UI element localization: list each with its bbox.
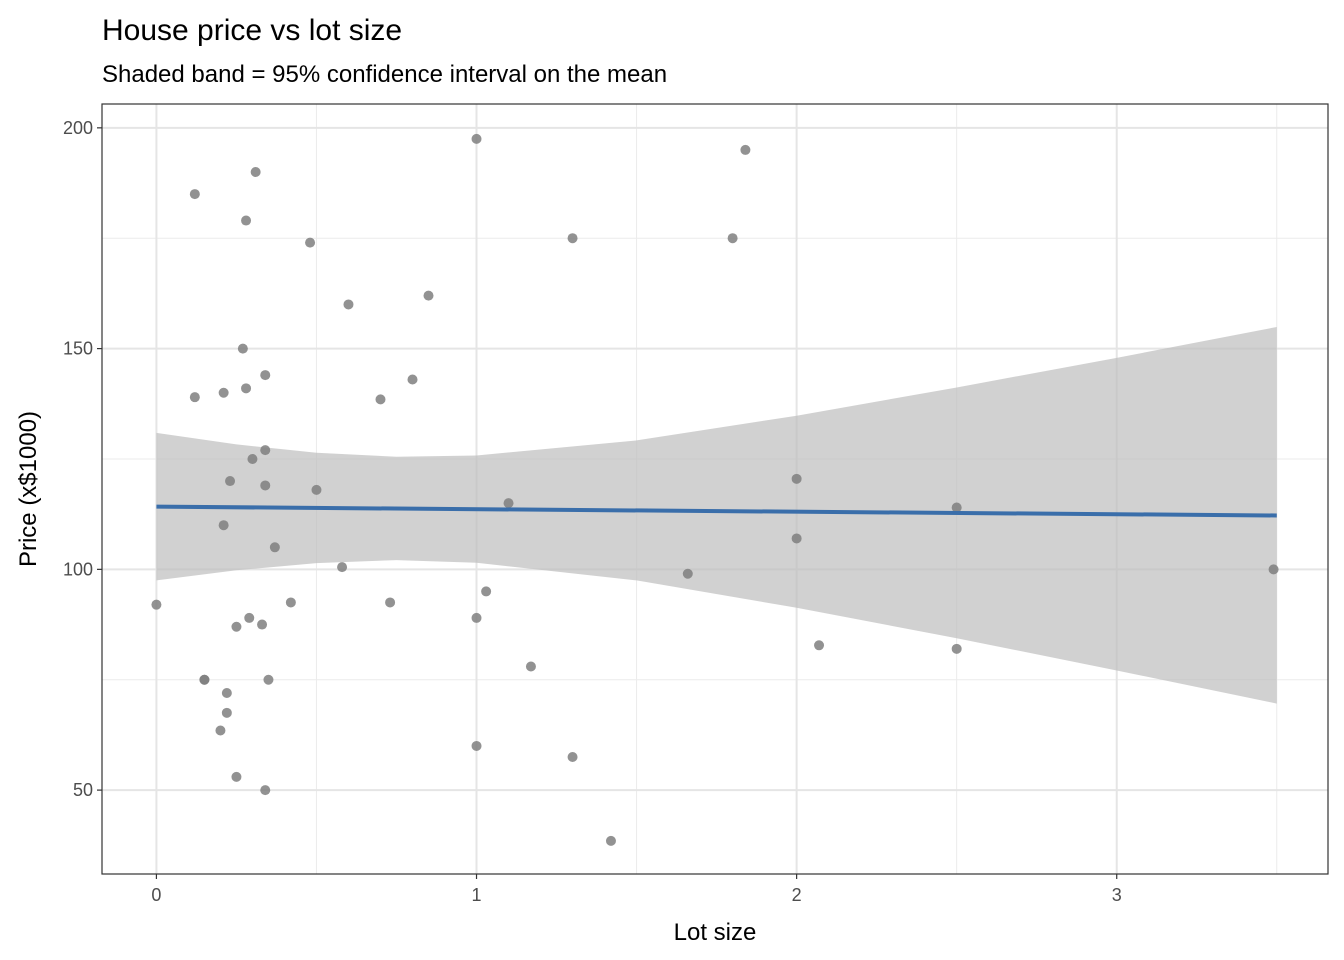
data-point	[260, 785, 271, 796]
data-point	[189, 189, 200, 200]
data-point	[727, 233, 738, 244]
data-point	[260, 445, 271, 456]
data-point	[791, 533, 802, 544]
data-point	[567, 751, 578, 762]
data-point	[525, 661, 536, 672]
fit-line	[156, 504, 1277, 518]
data-point	[260, 370, 271, 381]
y-tick-label: 150	[63, 339, 93, 359]
data-point	[567, 233, 578, 244]
x-axis: 0 1 2 3	[151, 874, 1122, 905]
data-point	[791, 473, 802, 484]
data-point	[407, 374, 418, 385]
data-point	[305, 237, 316, 248]
chart-title: House price vs lot size	[102, 14, 402, 47]
data-point	[218, 387, 229, 398]
data-point	[311, 484, 322, 495]
y-axis-label: Price (x$1000)	[15, 411, 42, 567]
data-point	[231, 771, 242, 782]
x-tick-label: 2	[792, 885, 802, 905]
data-point	[605, 835, 616, 846]
data-point	[199, 674, 210, 685]
data-point	[285, 597, 296, 608]
y-tick-label: 100	[63, 559, 93, 579]
data-point	[225, 476, 236, 487]
plot-panel-border	[101, 103, 1329, 875]
data-point	[231, 621, 242, 632]
fit-line-group	[156, 504, 1277, 518]
data-point	[951, 643, 962, 654]
data-point	[221, 687, 232, 698]
data-point	[257, 619, 268, 630]
data-point	[241, 215, 252, 226]
data-point	[244, 612, 255, 623]
data-point	[740, 144, 751, 155]
data-points	[151, 133, 1279, 846]
data-point	[481, 586, 492, 597]
data-point	[814, 640, 825, 651]
data-point	[471, 612, 482, 623]
data-point	[471, 740, 482, 751]
data-point	[247, 453, 258, 464]
data-point	[250, 166, 261, 177]
data-point	[337, 562, 348, 573]
data-point	[241, 383, 252, 394]
data-point	[343, 299, 354, 310]
data-point	[503, 498, 514, 509]
data-point	[237, 343, 248, 354]
x-tick-label: 3	[1112, 885, 1122, 905]
data-point	[215, 725, 226, 736]
data-point	[1268, 564, 1279, 575]
chart-subtitle: Shaded band = 95% confidence interval on…	[102, 61, 667, 88]
confidence-band-area	[156, 326, 1277, 704]
y-tick-label: 200	[63, 118, 93, 138]
x-axis-label: Lot size	[674, 919, 757, 946]
data-point	[221, 707, 232, 718]
data-point	[189, 392, 200, 403]
confidence-band	[156, 326, 1277, 704]
data-point	[260, 480, 271, 491]
data-point	[375, 394, 386, 405]
data-point	[269, 542, 280, 553]
data-point	[385, 597, 396, 608]
data-point	[263, 674, 274, 685]
y-tick-label: 50	[73, 780, 93, 800]
data-point	[682, 568, 693, 579]
data-point	[218, 520, 229, 531]
data-point	[423, 290, 434, 301]
data-point	[951, 502, 962, 513]
y-axis: 50 100 150 200	[63, 118, 102, 800]
x-tick-label: 1	[472, 885, 482, 905]
data-point	[471, 133, 482, 144]
data-point	[151, 599, 162, 610]
x-tick-label: 0	[151, 885, 161, 905]
